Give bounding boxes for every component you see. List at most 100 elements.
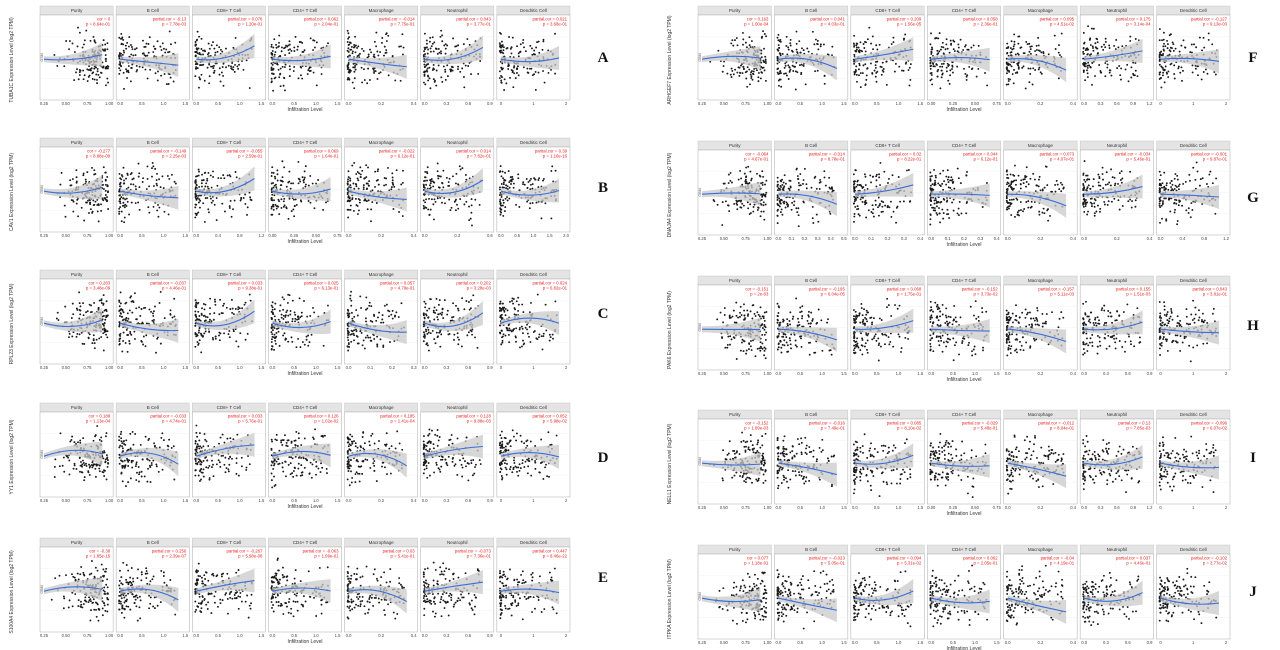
data-point xyxy=(375,319,378,322)
data-point xyxy=(371,201,374,204)
data-point xyxy=(129,332,132,335)
data-point xyxy=(313,46,316,49)
data-point xyxy=(443,299,446,302)
data-point xyxy=(120,602,122,605)
data-point xyxy=(554,169,557,172)
data-point xyxy=(517,466,520,469)
x-axis-label: Infiltration Level xyxy=(287,504,322,510)
data-point xyxy=(363,79,366,81)
data-point xyxy=(501,302,504,305)
data-point xyxy=(507,333,510,336)
facet-strip-label: Neutrophil xyxy=(447,272,468,277)
data-point xyxy=(104,318,107,321)
data-point xyxy=(280,198,283,201)
data-point xyxy=(350,45,353,48)
data-point xyxy=(550,217,553,220)
data-point xyxy=(225,306,228,309)
data-point xyxy=(400,183,403,186)
data-point xyxy=(515,439,518,442)
data-point xyxy=(58,574,61,577)
data-point xyxy=(120,611,123,614)
data-point xyxy=(131,311,134,314)
data-point xyxy=(287,181,290,184)
data-point xyxy=(351,317,354,320)
data-point xyxy=(529,341,532,343)
x-tick-label: 0.9 xyxy=(487,365,493,370)
data-point xyxy=(291,318,294,320)
data-point xyxy=(125,47,128,50)
data-point xyxy=(270,56,273,59)
data-point xyxy=(87,471,90,474)
data-point xyxy=(212,199,214,202)
data-point xyxy=(366,334,369,337)
data-point xyxy=(433,471,435,474)
data-point xyxy=(81,463,84,466)
data-point xyxy=(427,328,430,331)
data-point xyxy=(522,39,525,41)
data-point xyxy=(130,567,133,569)
data-point xyxy=(376,179,379,181)
data-point xyxy=(270,460,273,463)
data-point xyxy=(202,202,205,205)
x-tick-label: 0.9 xyxy=(487,101,493,106)
data-point xyxy=(469,329,472,332)
data-point xyxy=(194,448,197,451)
data-point xyxy=(552,337,554,340)
data-point xyxy=(450,65,453,68)
data-point xyxy=(348,78,351,81)
data-point xyxy=(276,173,279,176)
data-point xyxy=(504,466,507,469)
data-point xyxy=(550,170,553,172)
data-point xyxy=(541,48,544,51)
data-point xyxy=(282,308,285,311)
data-point xyxy=(299,346,302,349)
data-point xyxy=(234,36,237,39)
data-point xyxy=(94,601,97,604)
data-point xyxy=(281,466,284,469)
x-tick-label: 0.50 xyxy=(62,498,71,503)
data-point xyxy=(299,74,302,77)
data-point xyxy=(534,88,537,91)
data-point xyxy=(270,67,273,70)
data-point xyxy=(282,314,285,317)
data-point xyxy=(390,313,393,316)
data-point xyxy=(524,326,527,329)
data-point xyxy=(225,467,228,470)
data-point xyxy=(526,323,528,326)
data-point xyxy=(500,81,503,84)
data-point xyxy=(107,459,109,462)
data-point xyxy=(451,175,454,178)
data-point xyxy=(509,176,512,179)
data-point xyxy=(285,441,288,444)
data-point xyxy=(503,179,506,182)
x-tick-label: 0.5 xyxy=(291,101,297,106)
data-point xyxy=(502,177,505,180)
data-point xyxy=(196,302,199,305)
data-point xyxy=(386,473,388,476)
data-point xyxy=(434,433,437,436)
data-point xyxy=(90,304,93,307)
data-point xyxy=(119,202,122,205)
data-point xyxy=(422,463,425,466)
data-point xyxy=(71,42,74,45)
data-point xyxy=(272,182,275,184)
data-point xyxy=(442,65,445,68)
data-point xyxy=(136,619,139,622)
data-point xyxy=(347,176,350,179)
data-point xyxy=(82,69,85,72)
data-point xyxy=(118,584,121,587)
data-point xyxy=(504,445,507,448)
data-point xyxy=(504,314,507,317)
data-point xyxy=(347,178,350,181)
data-point xyxy=(365,200,368,203)
data-point xyxy=(214,303,217,306)
data-point xyxy=(129,447,132,450)
data-point xyxy=(433,181,436,184)
data-point xyxy=(83,219,86,222)
data-point xyxy=(87,69,90,71)
data-point xyxy=(379,51,382,54)
data-point xyxy=(356,342,359,345)
data-point xyxy=(279,179,282,182)
